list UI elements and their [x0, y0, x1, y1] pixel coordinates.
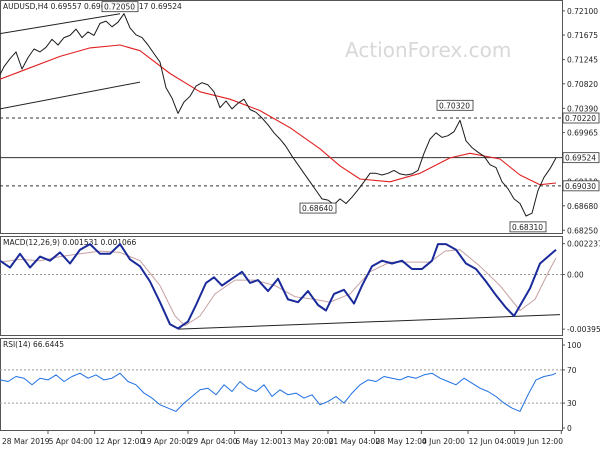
x-tick-label-6: 13 May 20:00 — [282, 437, 334, 446]
price-annotation-0: 0.72050 — [104, 3, 135, 12]
price-panel: 0.72100 0.71675 0.71245 0.70820 0.70390 0.699… — [0, 1, 600, 235]
rsi-y-tick-0: 100 — [567, 341, 582, 350]
rsi-line — [0, 372, 557, 412]
price-annotation-2: 0.70320 — [439, 101, 470, 110]
price-level-label-2: 0.69030 — [565, 182, 596, 191]
x-tick-label-1: 5 Apr 04:00 — [49, 437, 93, 446]
price-annotation-3: 0.68310 — [512, 223, 543, 232]
x-tick-label-10: 12 Jun 04:00 — [469, 437, 517, 446]
macd-header: MACD(12,26,9) 0.001531 0.001066 — [3, 238, 137, 247]
macd-y-tick-0: 0.002237 — [567, 240, 600, 249]
price-header: AUDUSD,H4 0.69557 0.69608 0.69517 0.6952… — [3, 2, 182, 11]
ma-line — [0, 44, 557, 186]
rsi-y-tick-2: 30 — [567, 399, 577, 408]
price-panel-frame — [0, 0, 563, 234]
rsi-header: RSI(14) 66.6445 — [3, 340, 64, 349]
price-line — [0, 13, 557, 217]
price-annotation-box-3 — [509, 221, 547, 233]
x-tick-label-4: 29 Apr 04:00 — [189, 437, 238, 446]
macd-trendline-0 — [177, 314, 561, 330]
x-tick-label-2: 12 Apr 12:00 — [95, 437, 144, 446]
x-tick-label-0: 28 Mar 2019 — [2, 437, 50, 446]
price-annotation-1: 0.68640 — [302, 204, 333, 213]
x-tick-label-7: 21 May 04:00 — [329, 437, 381, 446]
x-tick-label-9: 4 Jun 20:00 — [422, 437, 465, 446]
rsi-panel: 100 70 30 0 — [0, 341, 582, 433]
price-y-tick-4: 0.70390 — [567, 104, 598, 113]
price-trendline-1 — [0, 81, 141, 110]
x-tick-label-8: 28 May 12:00 — [375, 437, 427, 446]
macd-y-tick-1: 0.00 — [567, 271, 584, 280]
x-tick-label-5: 6 May 12:00 — [235, 437, 282, 446]
rsi-y-tick-3: 0 — [567, 424, 572, 433]
rsi-y-tick-1: 70 — [567, 366, 577, 375]
macd-y-tick-2: -0.00395 — [567, 325, 600, 334]
x-tick-label-11: 19 Jun 12:00 — [515, 437, 563, 446]
price-y-tick-1: 0.71675 — [567, 31, 598, 40]
rsi-panel-frame — [0, 338, 563, 431]
price-level-label-1: 0.69524 — [565, 154, 596, 163]
price-y-tick-9: 0.68250 — [567, 226, 598, 235]
macd-panel: 0.002237 0.00 -0.00395 — [0, 240, 600, 334]
price-y-tick-0: 0.72100 — [567, 7, 598, 16]
price-trendline-0 — [0, 13, 121, 35]
price-annotation-box-1 — [299, 202, 337, 214]
price-y-tick-2: 0.71245 — [567, 56, 598, 65]
price-level-label-0: 0.70220 — [565, 114, 596, 123]
x-tick-label-3: 19 Apr 20:00 — [142, 437, 191, 446]
price-annotation-box-0 — [101, 1, 139, 13]
watermark: ActionForex.com — [345, 38, 511, 62]
price-y-tick-5: 0.69965 — [567, 129, 598, 138]
price-level-box-1 — [562, 152, 600, 164]
macd-panel-frame — [0, 236, 563, 336]
price-y-tick-8: 0.68680 — [567, 202, 598, 211]
price-level-box-0 — [562, 112, 600, 124]
price-y-tick-3: 0.70820 — [567, 80, 598, 89]
price-annotation-box-2 — [436, 99, 474, 111]
price-level-box-2 — [562, 180, 600, 192]
macd-line — [0, 243, 557, 330]
